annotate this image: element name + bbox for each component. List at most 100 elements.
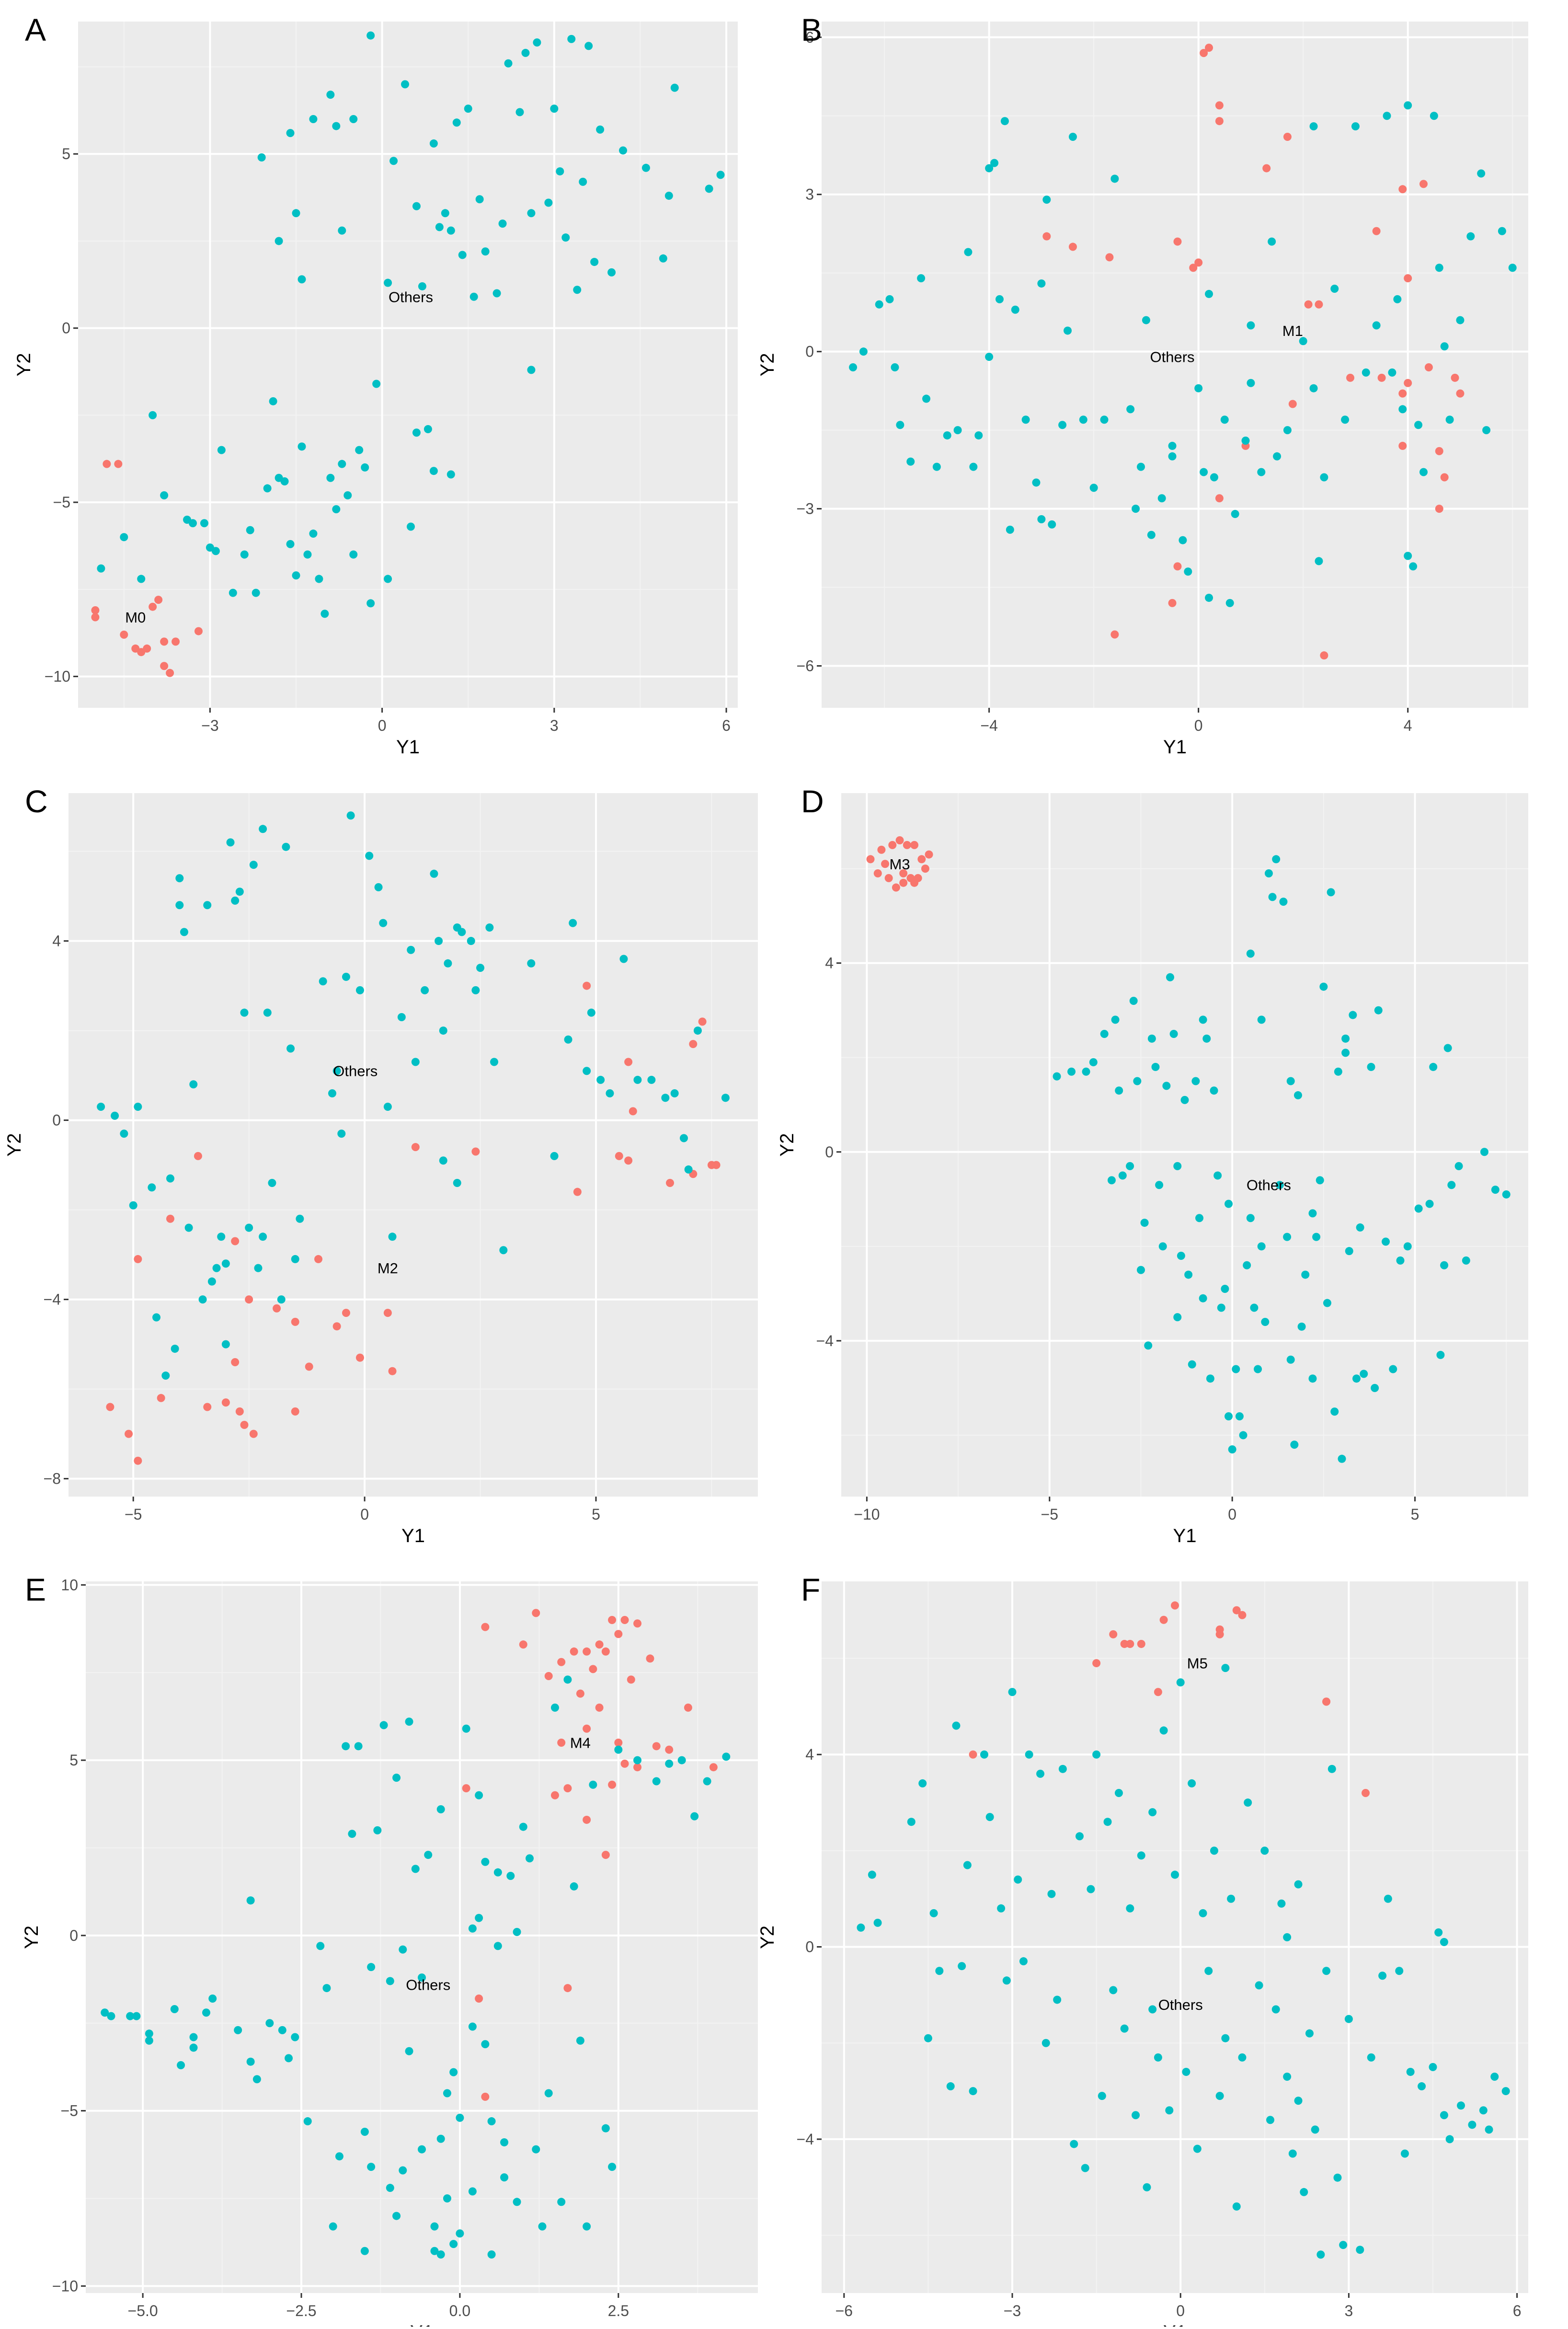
- y-tick-label: −8: [44, 1470, 61, 1487]
- data-point-others: [367, 2163, 376, 2171]
- data-point-others: [1283, 426, 1292, 435]
- data-point-m4: [544, 1672, 553, 1681]
- data-point-others: [1244, 1799, 1252, 1807]
- data-point-others: [1273, 452, 1282, 461]
- data-point-m2: [471, 1147, 480, 1156]
- data-point-others: [1261, 1317, 1270, 1326]
- data-point-m4: [462, 1784, 470, 1793]
- data-point-others: [1199, 1909, 1207, 1917]
- data-point-others: [1389, 1365, 1397, 1373]
- data-point-others: [544, 198, 553, 207]
- data-point-others: [280, 477, 289, 486]
- data-point-m1: [1304, 300, 1313, 309]
- data-point-others: [379, 1721, 388, 1729]
- data-point-others: [1480, 1148, 1488, 1156]
- data-point-others: [1210, 473, 1218, 482]
- data-point-others: [189, 2033, 198, 2041]
- data-point-m4: [583, 1647, 591, 1656]
- data-point-others: [985, 1813, 994, 1822]
- data-point-m2: [125, 1430, 133, 1438]
- data-point-others: [1118, 1171, 1127, 1180]
- data-point-others: [716, 171, 725, 179]
- data-point-others: [1457, 2101, 1465, 2110]
- data-point-others: [1283, 1933, 1292, 1941]
- data-point-others: [1283, 2072, 1292, 2081]
- data-point-others: [1205, 289, 1213, 298]
- data-point-others: [1111, 1015, 1120, 1024]
- data-point-others: [134, 1103, 142, 1111]
- cluster-annotation: Others: [406, 1976, 450, 1993]
- data-point-others: [1215, 2092, 1224, 2100]
- data-point-others: [217, 446, 226, 454]
- data-point-others: [1148, 2005, 1157, 2014]
- data-point-others: [896, 421, 904, 429]
- data-point-others: [1430, 112, 1438, 120]
- data-point-m5: [1322, 1697, 1331, 1706]
- data-point-others: [424, 1851, 433, 1859]
- data-point-m1: [1042, 232, 1051, 241]
- data-point-m1: [1346, 373, 1355, 382]
- data-point-others: [690, 1812, 699, 1821]
- data-point-others: [1238, 2053, 1247, 2062]
- data-point-others: [177, 2061, 185, 2070]
- data-point-m2: [245, 1295, 253, 1304]
- data-point-others: [1271, 2005, 1280, 2014]
- cluster-annotation: M3: [890, 856, 910, 873]
- data-point-others: [481, 2040, 490, 2049]
- data-point-others: [148, 1183, 156, 1192]
- data-point-m2: [221, 1398, 230, 1407]
- data-point-others: [1114, 1788, 1123, 1797]
- data-point-others: [1213, 1171, 1222, 1180]
- plot-background: [822, 1581, 1528, 2293]
- data-point-m4: [646, 1654, 654, 1663]
- data-point-others: [207, 1277, 216, 1286]
- data-point-others: [721, 1094, 730, 1102]
- y-tick-label: 0: [805, 1938, 814, 1956]
- data-point-others: [1502, 1190, 1511, 1199]
- data-point-m1: [1215, 101, 1224, 110]
- data-point-m1: [1456, 389, 1465, 398]
- data-point-others: [1191, 1077, 1200, 1085]
- data-point-others: [1308, 1209, 1317, 1218]
- data-point-m0: [194, 627, 203, 635]
- data-point-others: [1247, 321, 1255, 330]
- data-point-others: [203, 901, 212, 910]
- data-point-others: [1299, 337, 1307, 346]
- data-point-others: [1053, 1995, 1062, 2004]
- data-point-others: [1014, 1875, 1022, 1884]
- data-point-others: [1362, 368, 1370, 377]
- data-point-m1: [1283, 132, 1292, 141]
- data-point-others: [1169, 1029, 1178, 1038]
- data-point-m4: [709, 1763, 718, 1772]
- data-point-others: [175, 901, 184, 910]
- data-point-others: [527, 959, 536, 968]
- data-point-others: [664, 191, 673, 200]
- x-axis-title: Y1: [1173, 1525, 1197, 1546]
- data-point-others: [335, 2152, 343, 2161]
- data-point-m1: [1262, 164, 1271, 173]
- data-point-others: [1294, 2097, 1303, 2105]
- data-point-others: [538, 2222, 547, 2231]
- data-point-others: [1341, 1049, 1350, 1057]
- data-point-m2: [342, 1309, 350, 1317]
- data-point-m1: [1215, 494, 1224, 503]
- data-point-others: [360, 2127, 369, 2136]
- data-point-others: [1053, 1072, 1061, 1081]
- data-point-m4: [608, 1615, 617, 1624]
- data-point-others: [1165, 2106, 1174, 2115]
- data-point-others: [1383, 112, 1391, 120]
- data-point-others: [1171, 1870, 1179, 1879]
- data-point-others: [1217, 1303, 1225, 1312]
- data-point-others: [924, 2034, 932, 2042]
- data-point-others: [587, 1008, 595, 1017]
- data-point-m1: [1398, 185, 1407, 194]
- data-point-others: [211, 547, 220, 555]
- data-point-others: [407, 945, 415, 954]
- data-point-others: [234, 2026, 242, 2034]
- data-point-others: [384, 575, 392, 583]
- data-point-others: [240, 1008, 249, 1017]
- data-point-others: [1075, 1832, 1084, 1841]
- data-point-m4: [627, 1675, 635, 1684]
- data-point-m4: [665, 1745, 674, 1754]
- data-point-others: [221, 1259, 230, 1268]
